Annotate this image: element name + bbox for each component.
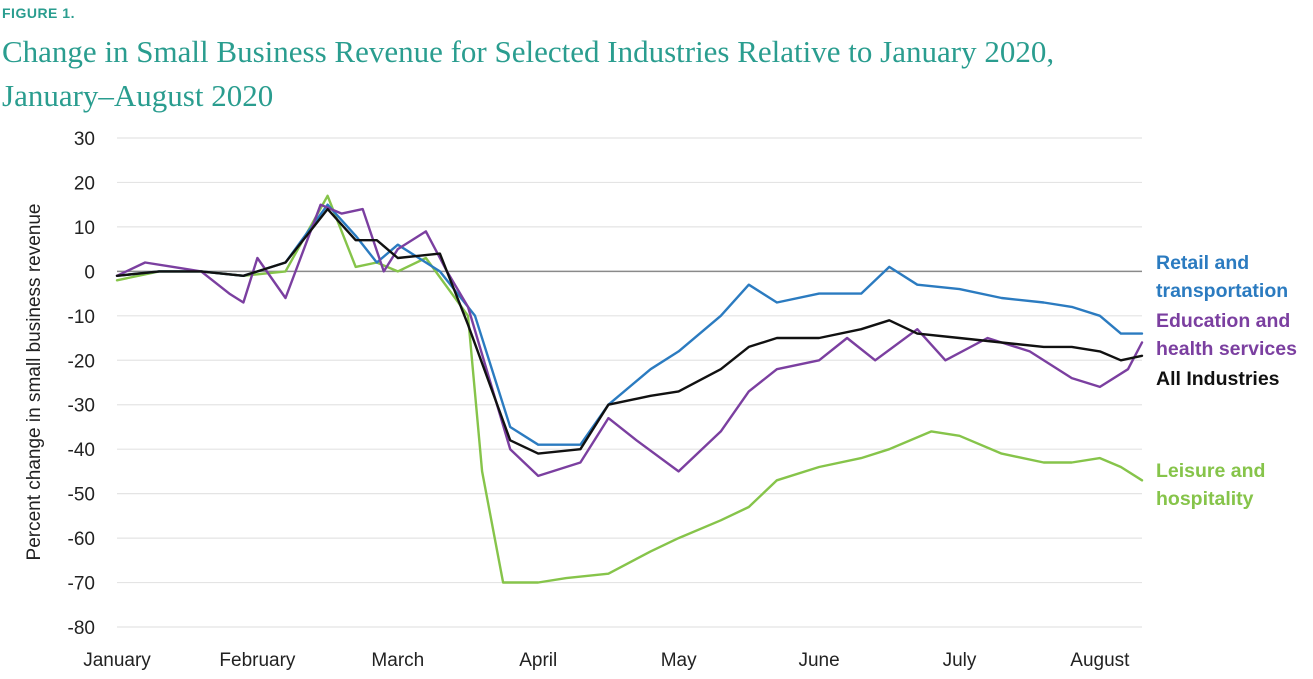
- y-tick-label: -50: [68, 485, 95, 506]
- chart-title-line-1: Change in Small Business Revenue for Sel…: [2, 34, 1055, 69]
- x-tick-label: July: [943, 650, 977, 671]
- series-line-all-industries: [115, 207, 1144, 455]
- y-tick-label: -30: [68, 396, 95, 417]
- y-tick-label: 20: [74, 173, 95, 194]
- x-tick-label: May: [661, 650, 697, 671]
- legend-entry: All Industries: [1156, 368, 1280, 390]
- legend-entry: hospitality: [1156, 488, 1254, 510]
- legend: Retail and transportation Education and hea…: [1156, 252, 1297, 510]
- legend-entry: Leisure and: [1156, 460, 1265, 482]
- legend-entry: health services: [1156, 338, 1297, 360]
- x-tick-label: March: [371, 650, 424, 671]
- legend-entry: transportation: [1156, 280, 1288, 302]
- series-line-leisure-and-hospitality: [115, 194, 1144, 584]
- x-tick-label: January: [83, 650, 151, 671]
- figure-label: FIGURE 1.: [2, 5, 75, 21]
- y-tick-label: -10: [68, 307, 95, 328]
- y-tick-label: 10: [74, 218, 95, 239]
- x-tick-label: June: [798, 650, 839, 671]
- y-tick-label: 30: [74, 129, 95, 150]
- x-tick-label: August: [1070, 650, 1130, 671]
- legend-entry: Education and: [1156, 310, 1290, 332]
- y-tick-label: -70: [68, 574, 95, 595]
- series-lines: [115, 194, 1144, 584]
- chart-title-line-2: January–August 2020: [2, 78, 274, 113]
- chart-title: Change in Small Business Revenue for Sel…: [2, 30, 1302, 118]
- y-axis-ticks: 30 20 10 0 -10 -20 -30 -40 -50 -60 -70 -80: [68, 129, 95, 639]
- gridlines: [117, 137, 1142, 628]
- series-line-education-and-health-services: [115, 203, 1144, 478]
- y-tick-label: -40: [68, 440, 95, 461]
- x-tick-label: February: [219, 650, 296, 671]
- y-axis-label: Percent change in small business revenue: [24, 204, 45, 561]
- y-tick-label: -20: [68, 351, 95, 372]
- x-axis-ticks: January February March April May June July Augu…: [83, 650, 1130, 671]
- legend-entry: Retail and: [1156, 252, 1249, 274]
- y-tick-label: 0: [84, 262, 95, 283]
- y-tick-label: -60: [68, 529, 95, 550]
- series-line-retail-and-transportation: [115, 203, 1144, 446]
- x-tick-label: April: [519, 650, 557, 671]
- y-tick-label: -80: [68, 618, 95, 639]
